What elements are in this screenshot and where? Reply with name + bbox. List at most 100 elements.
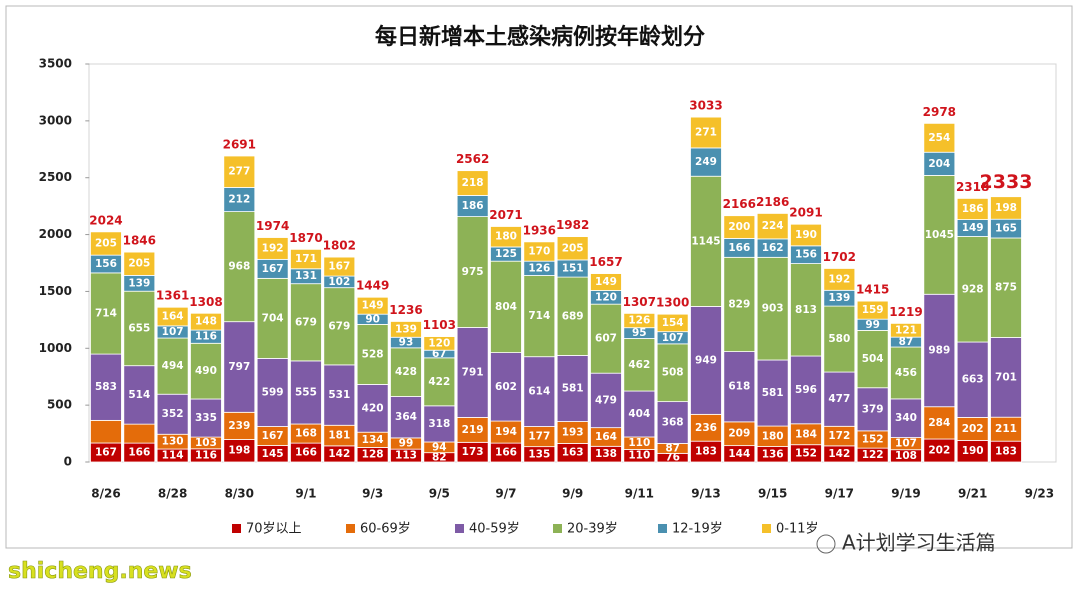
- bar-segment: [123, 365, 156, 425]
- x-tick-label: 9/13: [691, 487, 720, 501]
- data-label: 139: [128, 277, 150, 289]
- total-label: 1657: [589, 255, 622, 269]
- total-label: 2978: [923, 105, 956, 119]
- bar-segment: [523, 275, 556, 358]
- data-label: 134: [362, 434, 384, 446]
- data-label: 704: [262, 312, 284, 324]
- data-label: 164: [595, 431, 617, 443]
- bar-segment: [890, 398, 922, 438]
- total-label: 2186: [756, 195, 789, 209]
- bar-segment: [723, 351, 756, 423]
- data-label: 87: [899, 336, 914, 348]
- bar-segment: [390, 347, 422, 397]
- data-label: 219: [462, 424, 484, 436]
- bar-segment: [690, 116, 722, 149]
- bar-segment: [123, 290, 156, 367]
- bar-segment: [290, 283, 322, 362]
- bar-segment: [223, 411, 256, 440]
- data-label: 335: [195, 412, 217, 424]
- data-label: 76: [665, 452, 680, 464]
- bar-segment: [523, 356, 556, 427]
- bar-segment: [423, 357, 456, 407]
- bar-segment: [223, 187, 256, 213]
- data-label: 531: [328, 389, 350, 401]
- bar-segment: [456, 216, 489, 328]
- data-label: 165: [995, 223, 1017, 235]
- bar-segment: [456, 327, 489, 418]
- bar-segment: [223, 155, 256, 188]
- bar-segment: [656, 313, 689, 333]
- data-label: 149: [362, 300, 384, 312]
- legend-swatch: [553, 524, 562, 533]
- data-label: 284: [928, 417, 950, 429]
- data-label: 249: [695, 156, 717, 168]
- x-tick-label: 9/15: [758, 487, 787, 501]
- data-label: 479: [595, 394, 617, 406]
- data-label: 607: [595, 333, 617, 345]
- data-label: 167: [262, 430, 284, 442]
- data-label: 166: [295, 447, 317, 459]
- data-label: 108: [895, 450, 917, 462]
- data-label: 142: [328, 448, 350, 460]
- data-label: 167: [95, 447, 117, 459]
- data-label: 120: [595, 291, 617, 303]
- data-label: 166: [728, 242, 750, 254]
- bar-segment: [356, 384, 389, 433]
- bar-segment: [423, 336, 456, 351]
- x-tick-label: 9/23: [1025, 487, 1054, 501]
- data-label: 180: [495, 231, 517, 243]
- data-label: 218: [462, 177, 484, 189]
- data-label: 162: [762, 242, 784, 254]
- data-label: 198: [228, 445, 250, 457]
- data-label: 277: [228, 166, 250, 178]
- data-label: 126: [628, 315, 650, 327]
- data-label: 139: [395, 323, 417, 335]
- data-label: 152: [862, 433, 884, 445]
- y-tick-label: 3500: [39, 57, 72, 71]
- data-label: 456: [895, 367, 917, 379]
- data-label: 94: [432, 441, 447, 453]
- data-label: 190: [962, 445, 984, 457]
- y-tick-label: 1500: [39, 284, 72, 298]
- data-label: 95: [632, 327, 647, 339]
- data-label: 714: [95, 307, 117, 319]
- data-label: 107: [895, 438, 917, 450]
- data-label: 663: [962, 374, 984, 386]
- data-label: 116: [195, 331, 217, 343]
- bar-segment: [990, 196, 1022, 220]
- data-label: 144: [728, 448, 750, 460]
- data-label: 193: [562, 426, 584, 438]
- data-label: 528: [362, 348, 384, 360]
- data-label: 224: [762, 220, 784, 232]
- data-label: 477: [828, 393, 850, 405]
- bar-segment: [156, 306, 189, 327]
- data-label: 581: [562, 382, 584, 394]
- data-label: 103: [195, 437, 217, 449]
- data-label: 172: [828, 430, 850, 442]
- legend-label: 70岁以上: [246, 522, 302, 537]
- data-label: 87: [665, 442, 680, 454]
- bar-segment: [623, 390, 656, 438]
- x-tick-label: 9/3: [362, 487, 383, 501]
- total-label: 1936: [523, 223, 556, 237]
- bar-segment: [390, 396, 422, 439]
- data-label: 171: [295, 253, 317, 265]
- data-label: 1045: [925, 229, 954, 241]
- x-tick-label: 9/5: [429, 487, 450, 501]
- total-label: 2562: [456, 152, 489, 166]
- data-label: 102: [328, 276, 350, 288]
- bar-segment: [323, 364, 356, 426]
- chart-title: 每日新增本土感染病例按年龄划分: [375, 24, 705, 50]
- legend-swatch: [346, 524, 355, 533]
- data-label: 183: [995, 446, 1017, 458]
- data-label: 829: [728, 298, 750, 310]
- data-label: 156: [95, 258, 117, 270]
- watermark-icon: [816, 534, 836, 554]
- bar-segment: [823, 371, 856, 427]
- data-label: 614: [528, 386, 550, 398]
- data-label: 121: [895, 324, 917, 336]
- legend-swatch: [455, 524, 464, 533]
- data-label: 145: [262, 448, 284, 460]
- data-label: 679: [328, 320, 350, 332]
- bar-segment: [790, 263, 822, 357]
